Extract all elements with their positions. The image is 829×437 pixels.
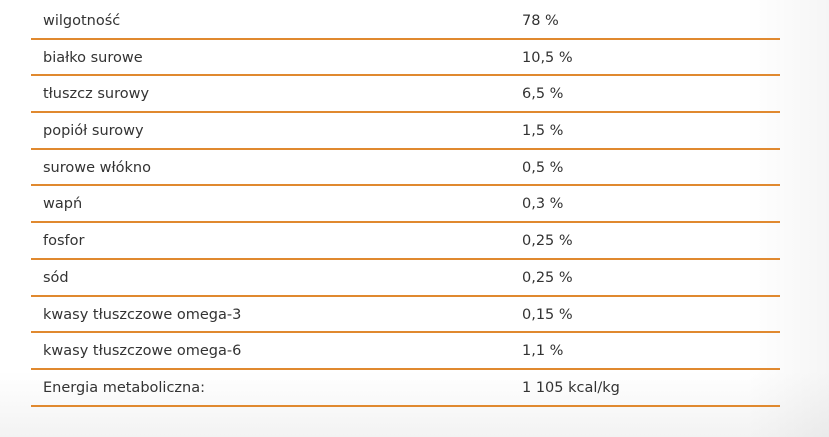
- table-row: Energia metaboliczna: 1 105 kcal/kg: [31, 370, 780, 407]
- table-row: kwasy tłuszczowe omega-3 0,15 %: [31, 297, 780, 334]
- nutrient-value: 1,1 %: [522, 343, 564, 360]
- nutrition-table: wilgotność 78 % białko surowe 10,5 % tłuszcz…: [31, 3, 780, 407]
- nutrient-name: popiół surowy: [43, 123, 144, 140]
- nutrient-name: Energia metaboliczna:: [43, 379, 205, 396]
- table-row: tłuszcz surowy 6,5 %: [31, 76, 780, 114]
- nutrient-value: 1,5 %: [522, 123, 564, 140]
- nutrient-value: 0,15 %: [522, 306, 573, 323]
- nutrient-value: 78 %: [522, 13, 559, 29]
- nutrient-value: 0,25 %: [522, 233, 573, 250]
- nutrient-name: fosfor: [43, 233, 85, 250]
- nutrient-name: surowe włókno: [43, 159, 151, 176]
- table-row: wilgotność 78 %: [31, 3, 780, 40]
- nutrient-value: 0,5 %: [522, 159, 564, 176]
- nutrient-name: wilgotność: [43, 13, 121, 29]
- table-row: fosfor 0,25 %: [31, 223, 780, 260]
- nutrient-name: białko surowe: [43, 49, 143, 66]
- nutrient-value: 1 105 kcal/kg: [522, 379, 620, 396]
- nutrient-name: sód: [43, 269, 69, 286]
- table-row: surowe włókno 0,5 %: [31, 150, 780, 187]
- table-row: wapń 0,3 %: [31, 186, 780, 224]
- nutrient-name: kwasy tłuszczowe omega-6: [43, 343, 242, 360]
- table-row: popiół surowy 1,5 %: [31, 113, 780, 150]
- table-row: kwasy tłuszczowe omega-6 1,1 %: [31, 333, 780, 370]
- table-row: sód 0,25 %: [31, 260, 780, 297]
- nutrient-value: 10,5 %: [522, 49, 573, 66]
- nutrient-name: tłuszcz surowy: [43, 86, 150, 103]
- table-row: białko surowe 10,5 %: [31, 40, 780, 77]
- nutrient-value: 0,25 %: [522, 269, 573, 286]
- nutrient-name: kwasy tłuszczowe omega-3: [43, 306, 242, 323]
- nutrient-value: 0,3 %: [522, 196, 564, 213]
- nutrient-value: 6,5 %: [522, 86, 564, 103]
- nutrient-name: wapń: [43, 196, 83, 213]
